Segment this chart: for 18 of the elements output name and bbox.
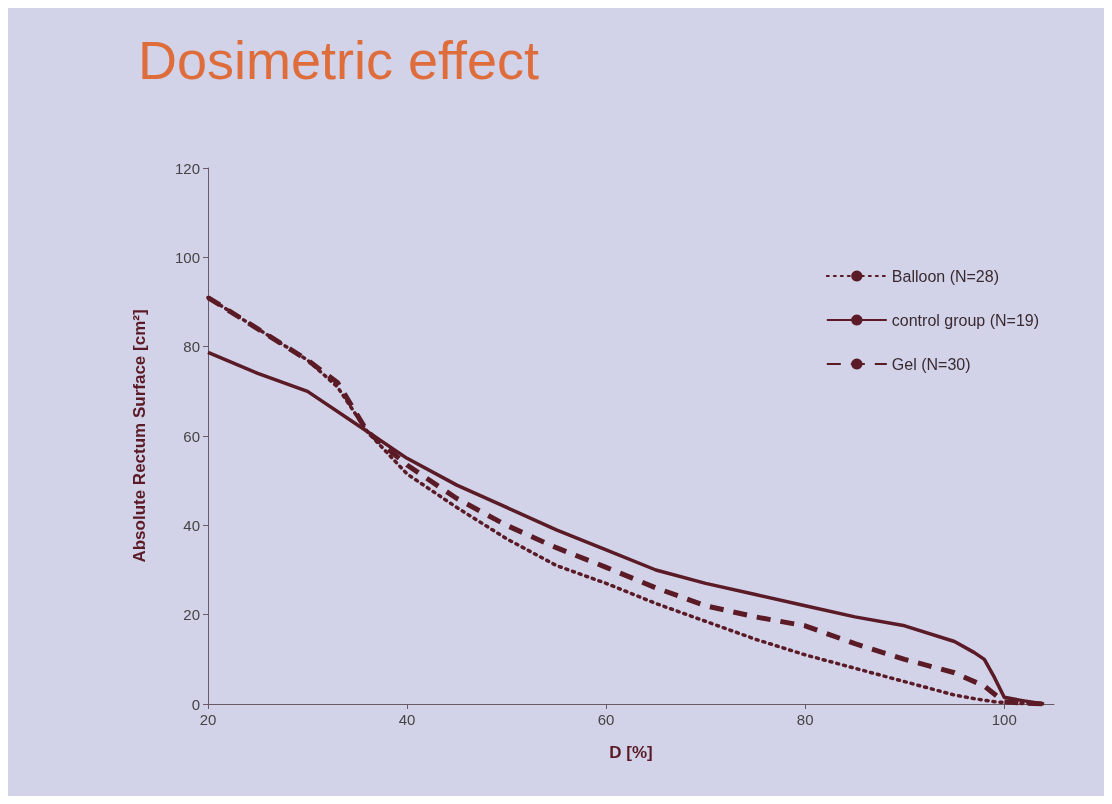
- y-axis-title: Absolute Rectum Surface [cm²]: [130, 309, 149, 563]
- x-tick-label: 80: [796, 711, 814, 728]
- y-tick-label: 120: [174, 159, 200, 177]
- legend-label: Balloon (N=28): [891, 267, 999, 285]
- y-tick-label: 0: [191, 695, 200, 713]
- x-tick-label: 20: [199, 711, 217, 728]
- y-tick-label: 100: [174, 248, 200, 266]
- chart-title: Dosimetric effect: [138, 30, 540, 90]
- y-tick-label: 40: [183, 516, 200, 534]
- x-tick-label: 60: [597, 711, 615, 728]
- x-axis-title: D [%]: [609, 743, 653, 762]
- y-tick-label: 60: [183, 427, 200, 445]
- x-tick-label: 100: [991, 711, 1017, 728]
- y-tick-label: 20: [183, 606, 200, 624]
- y-tick-label: 80: [183, 338, 200, 356]
- legend-label: control group (N=19): [891, 311, 1039, 329]
- x-tick-label: 40: [398, 711, 416, 728]
- legend-label: Gel (N=30): [891, 355, 971, 373]
